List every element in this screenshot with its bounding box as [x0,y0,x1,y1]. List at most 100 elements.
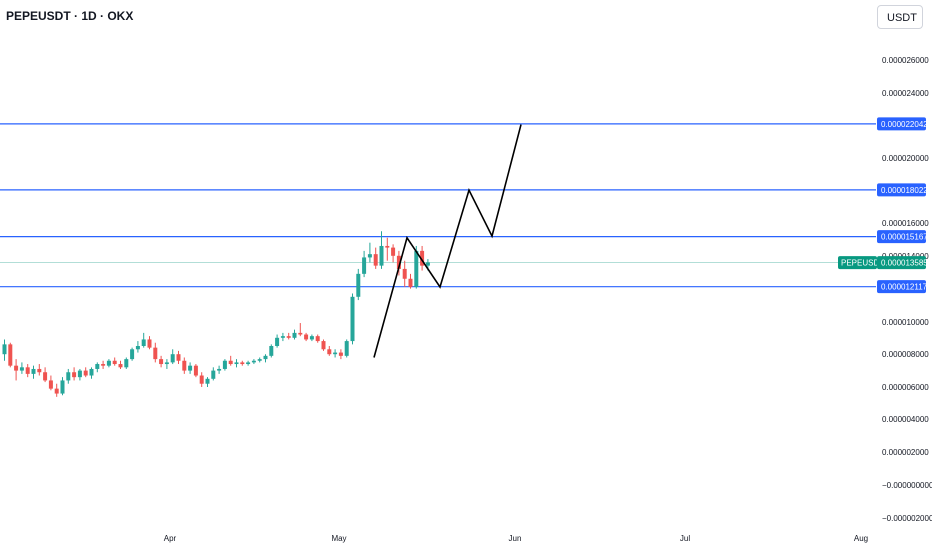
level-price-tag-label: 0.000015167 [881,233,928,242]
candle-body [246,362,251,365]
candle-body [77,370,82,378]
candle-body [60,380,65,394]
candle-body [234,362,239,365]
candle-body [280,336,285,338]
candle-body [257,359,262,361]
level-price-tag [877,183,926,197]
candle-body [37,368,42,373]
level-price-tag-label: 0.000022042 [881,120,928,129]
candle-body [344,341,349,356]
candle-body [222,360,227,369]
y-axis-tick-label: 0.000004000 [882,415,929,424]
x-axis-month-label: Aug [854,534,868,543]
candle-body [362,257,367,274]
level-price-tag [877,280,926,294]
candle-body [263,355,268,360]
candle-body [66,372,71,381]
candle-body [124,359,129,368]
candle-body [391,247,396,256]
candle-body [199,375,204,384]
candle-body [327,349,332,355]
candle-body [315,336,320,342]
y-axis-tick-label: 0.000010000 [882,318,929,327]
candle-body [333,352,338,355]
projection-path [373,124,522,358]
chart-title: PEPEUSDT · 1D · OKX [6,9,134,23]
candle-body [118,364,123,368]
candle-body [31,368,36,374]
candle-body [251,360,256,363]
x-axis-month-label: Jun [509,534,522,543]
candle-body [170,354,175,363]
level-price-tag [877,117,926,131]
candle-body [14,365,19,371]
y-axis-tick-label: −0.000002000 [882,514,932,523]
candle-body [373,254,378,266]
x-axis-month-label: Apr [164,534,177,543]
candle-body [338,352,343,356]
candle-body [396,255,401,269]
candle-body [188,365,193,371]
level-price-tag [877,230,926,244]
candle-body [43,372,48,381]
candle-body [182,360,187,371]
candle-body [286,336,291,338]
candle-body [130,349,135,360]
candle-body [101,364,106,366]
y-axis-tick-label: 0.000008000 [882,350,929,359]
y-axis-tick-label: 0.000024000 [882,89,929,98]
candle-body [205,378,210,384]
candle-body [269,346,274,356]
last-price-tag-label: 0.000013585 [881,259,928,268]
candle-body [193,365,198,376]
candle-body [414,250,419,287]
candle-body [321,341,326,350]
y-axis-tick-label: 0.000002000 [882,448,929,457]
candle-body [211,370,216,379]
candle-body [350,296,355,342]
candle-body [304,334,309,340]
candle-body [176,354,181,361]
candle-body [141,339,146,346]
candle-body [159,359,164,365]
candle-body [8,344,13,366]
y-axis-tick-label: 0.000020000 [882,154,929,163]
y-axis-tick-label: 0.000026000 [882,56,929,65]
symbol-tag [838,256,877,270]
currency-selector-button[interactable]: USDT [877,5,923,29]
candle-body [112,360,117,365]
candle-body [298,332,303,335]
candle-body [83,370,88,376]
symbol-tag-label: PEPEUSDT [841,259,884,268]
candle-body [408,278,413,287]
candle-body [292,332,297,338]
candle-body [275,337,280,346]
y-axis-tick-label: 0.000006000 [882,383,929,392]
candle-body [309,336,314,340]
candle-body [379,245,384,266]
candle-body [72,372,77,378]
candle-body [164,362,169,365]
candle-body [147,339,152,348]
x-axis-month-label: Jul [680,534,690,543]
candle-body [25,367,30,374]
candle-body [2,344,7,355]
candle-body [89,368,94,376]
candle-body [228,360,233,365]
candle-body [19,367,24,371]
candle-body [135,346,140,350]
candle-body [385,245,390,248]
level-price-tag-label: 0.000018022 [881,186,928,195]
last-price-tag [877,256,926,270]
candle-body [356,273,361,297]
candle-body [420,250,425,266]
y-axis-tick-label: 0.000016000 [882,219,929,228]
candle-body [240,362,245,365]
candle-body [54,388,59,394]
x-axis-month-label: May [331,534,346,543]
candle-body [106,360,111,366]
candle-body [95,364,100,369]
candle-body [402,268,407,279]
level-price-tag-label: 0.000012117 [881,283,928,292]
